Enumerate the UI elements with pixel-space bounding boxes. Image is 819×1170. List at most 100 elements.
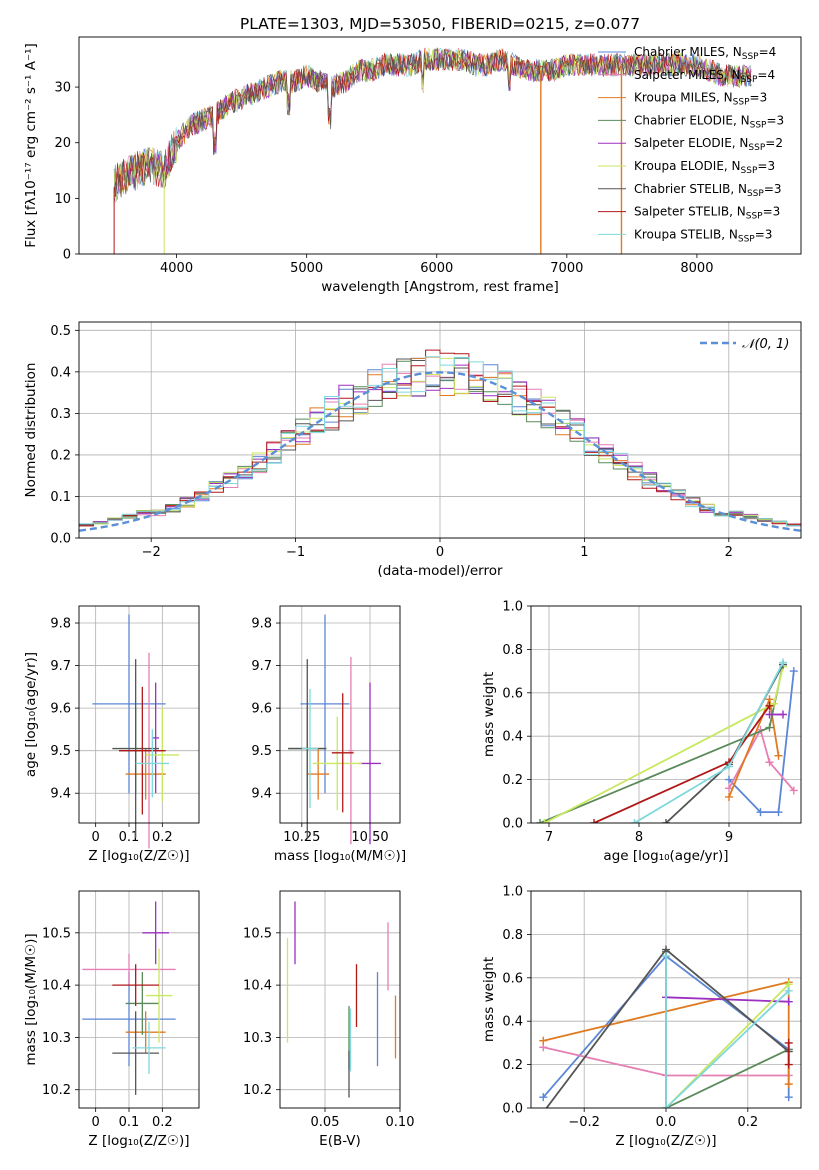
y-tick-label: 9.4: [50, 787, 71, 802]
mass-weight-marker: [774, 751, 783, 760]
x-tick-label: 0.1: [119, 830, 140, 845]
legend-entry: Salpeter ELODIE, NSSP=2: [634, 136, 783, 153]
errorbar-point: [92, 614, 166, 794]
weight-vs-age-panel: 7 8 9 0.0 0.2 0.4 0.6 0.8 1.0 age [log₁₀(age/yr)]…: [481, 600, 802, 864]
x-tick-label: 0.2: [152, 1115, 173, 1130]
legend-entry: Kroupa STELIB, NSSP=3: [634, 227, 772, 244]
x-axis-label: wavelength [Angstrom, rest frame]: [321, 279, 559, 295]
x-tick-label: 8000: [680, 261, 713, 276]
mass-weight-marker: [662, 819, 670, 823]
x-tick-label: 7: [545, 830, 553, 845]
axes-frame: [530, 890, 802, 1109]
y-tick-label: 0.6: [502, 686, 523, 701]
x-tick-label: −0.2: [568, 1115, 600, 1130]
mass-weight-marker: [662, 1104, 670, 1108]
y-tick-label: 9.8: [50, 617, 71, 632]
y-tick-label: 10.3: [42, 1031, 71, 1046]
errorbar-point: [132, 1021, 166, 1075]
age-vs-metallicity-panel: 0 0.1 0.2 9.4 9.5 9.6 9.7 9.8 Z [log₁₀(Z/Z☉)] age…: [23, 605, 200, 864]
y-tick-label: 0: [63, 248, 71, 263]
errorbar-point: [119, 686, 166, 815]
y-tick-label: 0.8: [502, 643, 523, 658]
mass-weight-marker: [756, 808, 765, 817]
x-axis-label: Z [log₁₀(Z/Z☉)]: [88, 848, 189, 864]
y-tick-label: 0.4: [50, 365, 71, 380]
x-axis-label: (data-model)/error: [377, 563, 503, 579]
y-tick-label: 0.4: [502, 730, 523, 745]
mass-vs-ebv-panel: 0.05 0.10 10.2 10.3 10.4 10.5 E(B-V): [243, 890, 415, 1149]
x-tick-label: 9: [725, 830, 733, 845]
axes-frame: [78, 36, 802, 255]
mass-weight-line: [728, 671, 795, 813]
x-tick-label: 8: [635, 830, 643, 845]
axes-frame: [279, 890, 401, 1109]
y-tick-label: 10: [54, 192, 71, 207]
errorbar-point: [125, 1011, 166, 1054]
legend-entry: Chabrier MILES, NSSP=4: [634, 45, 776, 62]
mass-weight-marker: [536, 819, 544, 823]
y-tick-label: 0.5: [50, 324, 71, 339]
x-tick-label: 0.0: [656, 1115, 677, 1130]
mass-weight-marker: [784, 1093, 793, 1102]
spectrum-panel: 4000 5000 6000 7000 8000 0 10 20 30 wavelength [A…: [23, 36, 802, 295]
legend-entry: Chabrier ELODIE, NSSP=3: [634, 113, 784, 130]
weight-vs-metallicity-panel: −0.2 0.0 0.2 0.0 0.2 0.4 0.6 0.8 1.0 Z [log₁₀(Z/Z…: [481, 885, 802, 1149]
y-tick-label: 10.2: [243, 1083, 272, 1098]
errorbar-point: [82, 953, 176, 986]
x-tick-label: 2: [725, 545, 733, 560]
x-tick-label: 0: [92, 830, 100, 845]
y-tick-label: 0.6: [502, 971, 523, 986]
mass-weight-marker: [784, 1038, 793, 1047]
mass-weight-marker: [784, 1080, 793, 1089]
errorbar-point: [142, 901, 169, 965]
y-tick-label: 9.7: [50, 659, 71, 674]
y-tick-label: 0.0: [502, 817, 523, 832]
y-axis-label: mass weight: [481, 672, 497, 757]
mass-weight-marker: [770, 699, 778, 708]
y-tick-label: 9.5: [251, 744, 272, 759]
x-axis-label: mass [log₁₀(M/M☉)]: [274, 848, 406, 864]
legend-entry: Salpeter MILES, NSSP=4: [634, 68, 775, 85]
x-tick-label: −2: [142, 545, 161, 560]
y-tick-label: 0.3: [50, 407, 71, 422]
y-tick-label: 0.0: [50, 532, 71, 547]
mass-weight-marker: [539, 1036, 548, 1045]
errorbar-point: [125, 972, 159, 1035]
errorbar-point: [145, 948, 173, 1043]
residual-histogram: [79, 349, 801, 527]
y-tick-label: 0.1: [50, 490, 71, 505]
legend-entry: Salpeter STELIB, NSSP=3: [634, 205, 780, 222]
mass-weight-marker: [765, 758, 774, 767]
x-tick-label: −1: [286, 545, 305, 560]
errorbar-point: [152, 682, 159, 794]
y-tick-label: 1.0: [502, 600, 523, 615]
errorbar-point: [82, 972, 176, 1067]
axes-frame: [78, 605, 200, 824]
axes-frame: [530, 605, 802, 824]
y-tick-label: 10.2: [42, 1083, 71, 1098]
legend-entry: Kroupa ELODIE, NSSP=3: [634, 159, 775, 176]
errorbar-point: [359, 682, 381, 845]
y-tick-label: 0.8: [502, 928, 523, 943]
y-tick-label: 10.4: [243, 979, 272, 994]
mass-weight-marker: [725, 792, 733, 801]
x-tick-label: 0.2: [737, 1115, 758, 1130]
legend-entry: Chabrier STELIB, NSSP=3: [634, 182, 782, 199]
y-tick-label: 20: [54, 136, 71, 151]
y-axis-label: mass [log₁₀(M/M☉)]: [23, 933, 39, 1065]
errorbar-point: [112, 964, 159, 1007]
mass-weight-marker: [765, 723, 774, 732]
mass-weight-marker: [725, 762, 733, 771]
residual-histogram: [79, 358, 801, 526]
mass-weight-marker: [630, 819, 639, 823]
errorbar-point: [307, 748, 330, 800]
y-axis-label: mass weight: [481, 957, 497, 1042]
y-axis-label: age [log₁₀(age/yr)]: [23, 652, 39, 777]
mass-weight-marker: [789, 667, 798, 676]
x-tick-label: 0.10: [386, 1115, 415, 1130]
y-tick-label: 9.6: [50, 702, 71, 717]
mass-weight-line: [634, 661, 784, 823]
x-axis-label: age [log₁₀(age/yr)]: [603, 848, 728, 864]
